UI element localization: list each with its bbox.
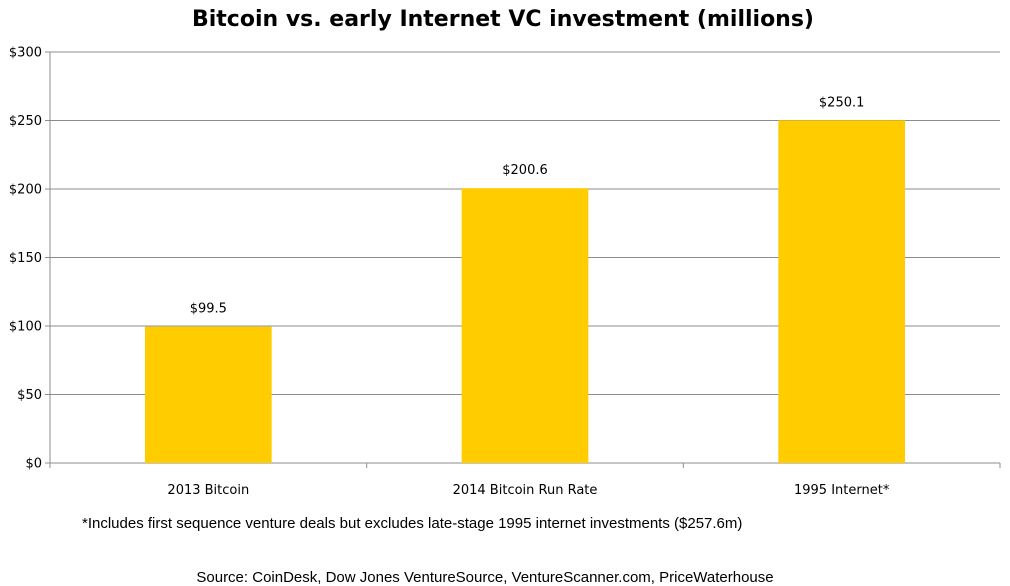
x-tick-label: 2013 Bitcoin bbox=[167, 483, 249, 498]
y-tick-label: $200 bbox=[9, 183, 42, 198]
bar bbox=[461, 188, 589, 464]
y-tick-label: $250 bbox=[9, 114, 42, 129]
chart-title: Bitcoin vs. early Internet VC investment… bbox=[192, 7, 814, 32]
y-tick-label: $50 bbox=[17, 388, 42, 403]
data-label: $99.5 bbox=[190, 302, 227, 317]
footnote: *Includes first sequence venture deals b… bbox=[82, 515, 742, 532]
bar bbox=[778, 120, 905, 463]
data-labels: $99.5 $200.6 $250.1 bbox=[190, 95, 865, 316]
y-axis-ticks: $0 $50 $100 $150 $200 $250 $300 bbox=[9, 46, 50, 472]
x-tick-label: 1995 Internet* bbox=[794, 483, 890, 498]
y-tick-label: $150 bbox=[9, 251, 42, 266]
y-tick-label: $0 bbox=[25, 457, 42, 472]
data-label: $250.1 bbox=[819, 95, 865, 110]
bar bbox=[145, 326, 272, 463]
x-axis-ticks: 2013 Bitcoin 2014 Bitcoin Run Rate 1995 In… bbox=[49, 463, 1001, 498]
x-tick-label: 2014 Bitcoin Run Rate bbox=[453, 483, 598, 498]
data-label: $200.6 bbox=[502, 163, 548, 178]
y-tick-label: $300 bbox=[9, 46, 42, 61]
y-tick-label: $100 bbox=[9, 320, 42, 335]
source-note: Source: CoinDesk, Dow Jones VentureSourc… bbox=[196, 569, 773, 586]
bars bbox=[145, 120, 905, 464]
